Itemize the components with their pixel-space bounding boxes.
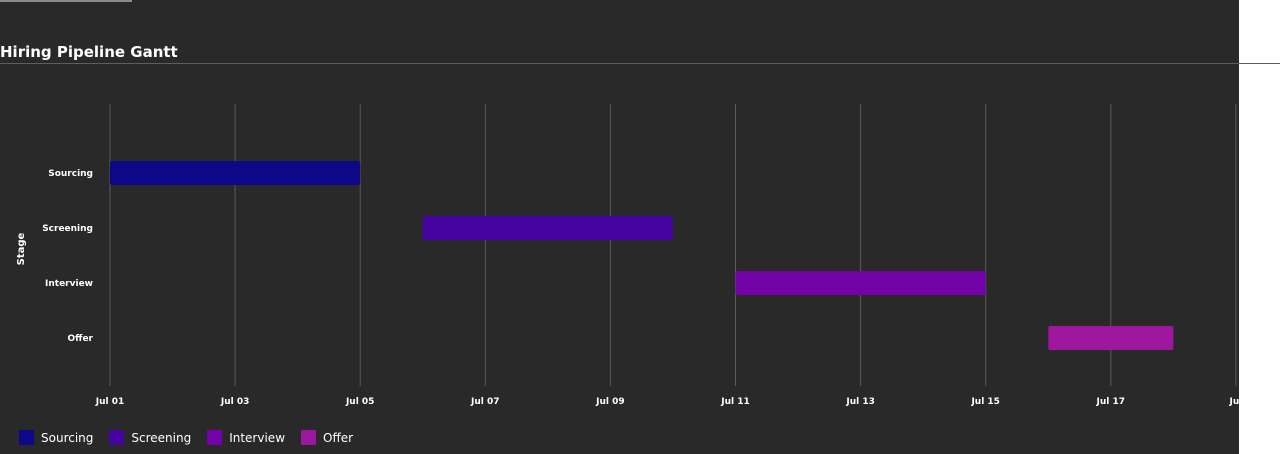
legend-label: Screening	[131, 430, 192, 445]
x-tick-label: Jul 09	[595, 397, 625, 407]
title-divider	[0, 63, 1280, 64]
y-tick-label: Sourcing	[48, 169, 93, 179]
x-tick-label: Jul	[1228, 397, 1239, 407]
x-tick-label: Jul 07	[470, 397, 500, 407]
chart-title: Hiring Pipeline Gantt	[0, 43, 178, 61]
x-tick-label: Jul 13	[845, 397, 875, 407]
x-tick-label: Jul 17	[1096, 397, 1126, 407]
legend-item[interactable]: Screening	[109, 430, 191, 445]
grid-lines	[109, 104, 1237, 386]
bar-sourcing	[110, 161, 361, 185]
x-tick-label: Jul 03	[220, 397, 250, 407]
y-tick-label: Interview	[45, 279, 93, 289]
legend-swatch	[207, 430, 223, 445]
bar-screening	[422, 216, 673, 240]
y-tick-label: Offer	[68, 334, 94, 344]
legend-swatch	[301, 430, 317, 445]
x-tick-labels: Jul 01 Jul 03 Jul 05 Jul 07 Jul 09 Jul 11 Jul …	[95, 397, 1239, 407]
bar-offer	[1048, 326, 1174, 350]
y-tick-label: Screening	[42, 224, 93, 234]
x-tick-label: Jul 01	[95, 397, 125, 407]
legend-label: Interview	[229, 430, 286, 445]
y-tick-labels: Sourcing Screening Interview Offer	[42, 169, 93, 344]
legend: Sourcing Screening Interview Offer	[19, 430, 369, 445]
x-tick-label: Jul 11	[720, 397, 750, 407]
legend-item[interactable]: Offer	[301, 430, 353, 445]
tab-underline	[0, 0, 132, 2]
legend-swatch	[109, 430, 125, 445]
legend-label: Offer	[323, 430, 354, 445]
legend-item[interactable]: Interview	[207, 430, 285, 445]
legend-item[interactable]: Sourcing	[19, 430, 93, 445]
legend-swatch	[19, 430, 34, 445]
bar-interview	[735, 271, 986, 295]
x-tick-label: Jul 05	[345, 397, 375, 407]
legend-label: Sourcing	[41, 430, 94, 445]
bars	[110, 161, 1174, 350]
y-axis-label: Stage	[16, 232, 27, 265]
x-tick-label: Jul 15	[970, 397, 1000, 407]
